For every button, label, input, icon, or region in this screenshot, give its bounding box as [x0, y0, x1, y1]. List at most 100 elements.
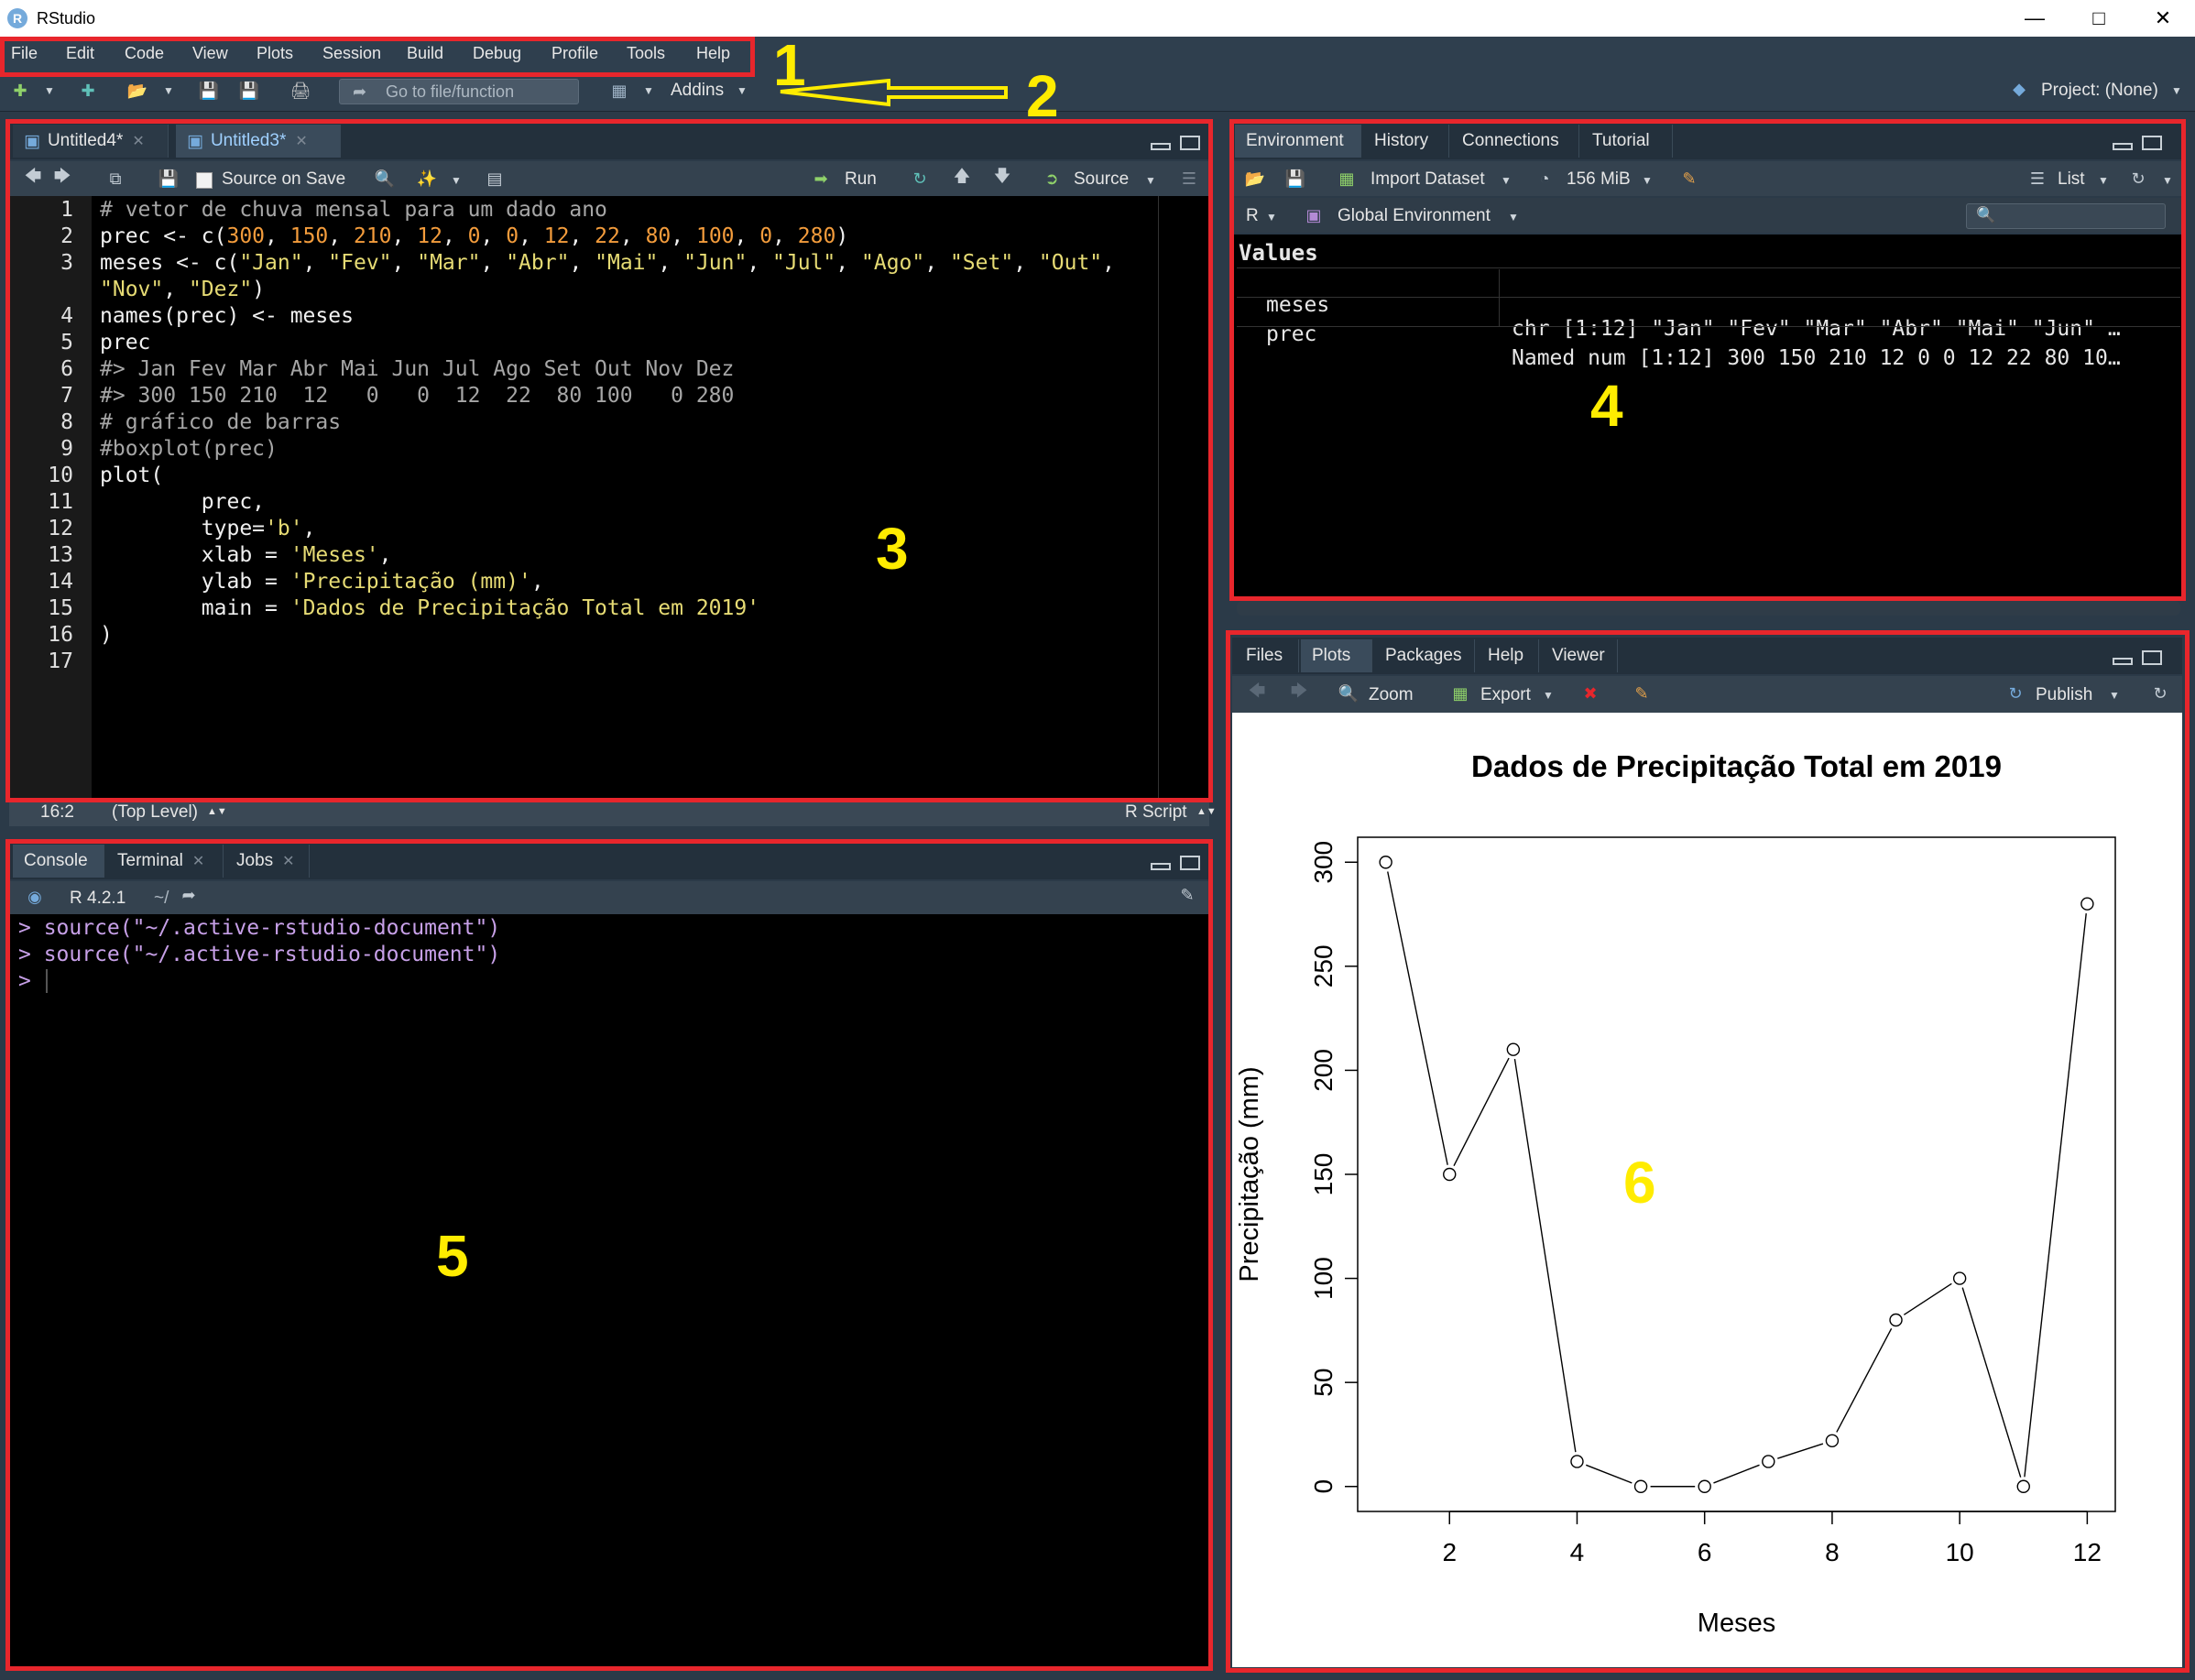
tab-history[interactable]: History [1363, 125, 1449, 158]
language-dropdown-icon[interactable]: ▼ [1266, 211, 1277, 224]
open-recent-dropdown-icon[interactable]: ▼ [163, 84, 174, 97]
tab-help[interactable]: Help [1477, 639, 1539, 672]
tab-console[interactable]: Console [13, 845, 104, 878]
project-dropdown-icon[interactable]: ▼ [2171, 84, 2182, 97]
console-output[interactable] [9, 914, 1209, 1667]
menu-build[interactable]: Build [407, 44, 444, 62]
outline-icon[interactable]: ☰ [1181, 169, 1197, 188]
pane-layout-icon[interactable]: ▦ [611, 81, 628, 100]
project-menu[interactable]: Project: (None) [2041, 81, 2158, 100]
go-to-wd-icon[interactable]: ➦ [181, 885, 196, 904]
new-file-icon[interactable]: ✚ [13, 81, 27, 100]
next-plot-icon[interactable]: 🡆 [1290, 682, 1308, 700]
save-icon[interactable]: 💾 [198, 81, 220, 100]
zoom-button[interactable]: Zoom [1369, 685, 1414, 704]
tab-plots[interactable]: Plots [1301, 639, 1372, 672]
load-workspace-icon[interactable]: 📂 [1244, 169, 1266, 188]
rerun-icon[interactable]: ↻ [912, 169, 927, 188]
maximize-pane-icon[interactable] [1180, 856, 1200, 870]
environment-search-input[interactable]: 🔍 [1966, 203, 2166, 229]
go-up-icon[interactable]: 🡅 [953, 167, 971, 185]
tab-environment[interactable]: Environment [1235, 125, 1361, 158]
save-icon[interactable]: 💾 [158, 169, 180, 188]
menu-session[interactable]: Session [322, 44, 382, 62]
list-view-button[interactable]: List [2058, 169, 2085, 189]
new-file-dropdown-icon[interactable]: ▼ [44, 84, 55, 97]
clear-plots-broom-icon[interactable]: ✎ [1634, 683, 1649, 703]
tab-jobs[interactable]: Jobs ✕ [225, 845, 310, 878]
minimize-pane-icon[interactable] [2113, 143, 2133, 150]
refresh-plot-icon[interactable]: ↻ [2153, 683, 2168, 703]
minimize-pane-icon[interactable] [1151, 863, 1171, 870]
open-file-icon[interactable]: 📂 [126, 81, 148, 100]
code-editor[interactable] [9, 196, 1209, 799]
tab-tutorial[interactable]: Tutorial [1581, 125, 1673, 158]
scope-dropdown-icon[interactable]: ▲▼ [207, 806, 227, 817]
run-button[interactable]: Run [845, 169, 877, 189]
maximize-pane-icon[interactable] [2142, 650, 2162, 665]
environment-scope-selector[interactable]: Global Environment [1338, 206, 1491, 225]
clear-console-broom-icon[interactable]: ✎ [1180, 885, 1195, 904]
source-icon[interactable]: ➲ [1044, 169, 1059, 188]
close-tab-icon[interactable]: ✕ [191, 854, 205, 869]
list-view-icon[interactable]: ☰ [2029, 169, 2046, 188]
language-selector[interactable]: R [1246, 206, 1259, 225]
source-on-save-checkbox[interactable] [196, 172, 213, 189]
menu-profile[interactable]: Profile [551, 44, 599, 62]
import-dataset-icon[interactable]: ▦ [1338, 169, 1355, 188]
memory-dropdown-icon[interactable]: ▼ [1642, 174, 1653, 187]
tab-viewer[interactable]: Viewer [1541, 639, 1618, 672]
memory-usage[interactable]: 156 MiB [1567, 169, 1631, 189]
search-icon[interactable]: 🔍 [374, 169, 396, 188]
compile-report-icon[interactable]: ▤ [486, 169, 503, 188]
back-icon[interactable]: 🡄 [24, 167, 42, 185]
clear-workspace-broom-icon[interactable]: ✎ [1682, 169, 1697, 188]
menu-plots[interactable]: Plots [257, 44, 294, 62]
source-dropdown-icon[interactable]: ▼ [1145, 174, 1156, 187]
horizontal-scrollbar[interactable] [1237, 601, 2180, 616]
zoom-icon[interactable]: 🔍 [1338, 683, 1360, 703]
tab-untitled4[interactable]: ▣ Untitled4* ✕ [13, 125, 169, 158]
scope-dropdown-icon[interactable]: ▼ [1508, 211, 1519, 224]
env-row-prec[interactable]: prec Named num [1:12] 300 150 210 12 0 0… [1239, 299, 2173, 370]
refresh-dropdown-icon[interactable]: ▼ [2162, 174, 2173, 187]
menu-edit[interactable]: Edit [66, 44, 95, 62]
menu-file[interactable]: File [11, 44, 38, 62]
forward-icon[interactable]: 🡆 [53, 167, 71, 185]
minimize-pane-icon[interactable] [2113, 658, 2133, 665]
import-dataset-dropdown-icon[interactable]: ▼ [1501, 174, 1512, 187]
minimize-button[interactable]: — [2025, 6, 2045, 29]
code-tools-dropdown-icon[interactable]: ▼ [451, 174, 462, 187]
minimize-pane-icon[interactable] [1151, 143, 1171, 150]
export-icon[interactable]: ▦ [1452, 683, 1469, 703]
maximize-pane-icon[interactable] [1180, 136, 1200, 150]
print-icon[interactable]: 🖨 [289, 81, 311, 100]
save-all-icon[interactable]: 💾 [238, 81, 260, 100]
previous-plot-icon[interactable]: 🡄 [1248, 682, 1266, 700]
tab-files[interactable]: Files [1235, 639, 1299, 672]
export-dropdown-icon[interactable]: ▼ [1543, 689, 1554, 702]
close-button[interactable]: ✕ [2154, 6, 2172, 29]
close-tab-icon[interactable]: ✕ [282, 854, 295, 869]
export-button[interactable]: Export [1480, 685, 1531, 704]
addins-dropdown-icon[interactable]: ▼ [737, 84, 748, 97]
import-dataset-button[interactable]: Import Dataset [1371, 169, 1485, 189]
publish-dropdown-icon[interactable]: ▼ [2109, 689, 2120, 702]
tab-terminal[interactable]: Terminal ✕ [106, 845, 224, 878]
maximize-pane-icon[interactable] [2142, 136, 2162, 150]
publish-icon[interactable]: ↻ [2008, 683, 2023, 703]
tab-packages[interactable]: Packages [1374, 639, 1475, 672]
addins-button[interactable]: Addins [671, 81, 725, 100]
menu-code[interactable]: Code [125, 44, 165, 62]
scope-selector[interactable]: (Top Level) [112, 802, 198, 822]
menu-debug[interactable]: Debug [473, 44, 522, 62]
console-prompt[interactable]: > [18, 969, 44, 993]
menu-view[interactable]: View [192, 44, 228, 62]
file-type-selector[interactable]: R Script [1125, 802, 1187, 822]
tab-connections[interactable]: Connections [1451, 125, 1579, 158]
go-down-icon[interactable]: 🡇 [993, 167, 1011, 185]
memory-usage-icon[interactable]: ◔ [1539, 169, 1550, 188]
menu-help[interactable]: Help [696, 44, 731, 62]
list-view-dropdown-icon[interactable]: ▼ [2098, 174, 2109, 187]
tab-untitled3[interactable]: ▣ Untitled3* ✕ [176, 125, 341, 158]
